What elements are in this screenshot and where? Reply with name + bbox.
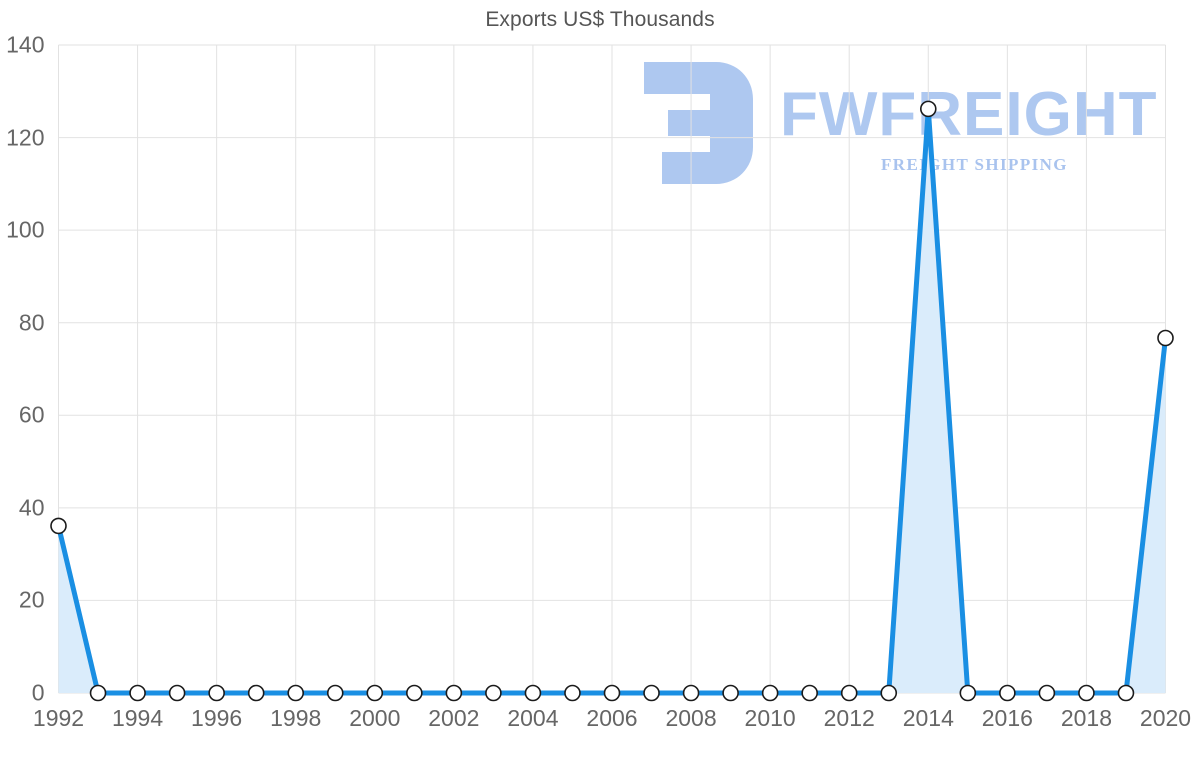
x-axis-tick-label: 2014 — [902, 705, 954, 731]
data-point-marker[interactable] — [1157, 329, 1174, 347]
x-axis-tick-label: 2012 — [823, 705, 875, 731]
y-axis-tick-label: 20 — [18, 586, 45, 613]
x-axis-tick-label: 2020 — [1139, 705, 1192, 731]
grid-lines — [58, 44, 1166, 694]
data-point-marker[interactable] — [1038, 684, 1056, 702]
data-point-marker[interactable] — [643, 684, 660, 702]
data-point-marker[interactable] — [722, 684, 739, 702]
data-point-marker[interactable] — [445, 684, 463, 702]
data-point-marker[interactable] — [1117, 684, 1135, 702]
data-markers — [50, 100, 1174, 702]
x-axis-tick-label: 1994 — [111, 705, 164, 731]
data-point-marker[interactable] — [89, 684, 107, 702]
data-point-marker[interactable] — [326, 684, 344, 702]
data-point-marker[interactable] — [999, 684, 1016, 702]
x-axis-tick-label: 2016 — [981, 705, 1033, 731]
x-axis-tick-label: 2010 — [744, 705, 796, 731]
data-point-marker[interactable] — [50, 517, 67, 535]
data-point-marker[interactable] — [168, 684, 186, 702]
data-point-marker[interactable] — [406, 684, 423, 702]
y-axis-tick-label: 100 — [6, 216, 45, 243]
y-axis-tick-label: 80 — [18, 309, 45, 336]
y-axis-tick-label: 40 — [18, 494, 45, 521]
x-axis-tick-label: 2006 — [586, 705, 638, 731]
y-axis-tick-label: 60 — [18, 401, 45, 428]
data-point-marker[interactable] — [564, 684, 581, 702]
data-point-marker[interactable] — [1078, 684, 1095, 702]
x-axis-tick-label: 1992 — [32, 705, 85, 731]
x-axis-tick-label: 2018 — [1060, 705, 1113, 731]
y-axis-tick-label: 120 — [6, 124, 45, 151]
data-point-marker[interactable] — [840, 684, 858, 702]
x-axis-tick-label: 1998 — [270, 705, 322, 731]
data-point-marker[interactable] — [208, 684, 225, 702]
data-point-marker[interactable] — [247, 684, 265, 702]
data-point-marker[interactable] — [485, 684, 502, 702]
x-axis-tick-label: 2002 — [428, 705, 480, 731]
data-point-marker[interactable] — [603, 684, 621, 702]
x-axis-tick-label: 2000 — [349, 705, 401, 731]
x-axis-tick-label: 2008 — [665, 705, 717, 731]
data-point-marker[interactable] — [366, 684, 384, 702]
x-axis-tick-label: 2004 — [507, 705, 559, 731]
area-fill — [58, 108, 1166, 694]
y-axis-tick-label: 140 — [6, 31, 45, 58]
data-point-marker[interactable] — [801, 684, 818, 702]
data-point-marker[interactable] — [959, 684, 977, 702]
x-axis-tick-label: 1996 — [191, 705, 243, 731]
data-point-marker[interactable] — [919, 100, 937, 118]
data-point-marker[interactable] — [761, 684, 779, 702]
data-point-marker[interactable] — [287, 684, 305, 702]
data-point-marker[interactable] — [880, 684, 898, 702]
data-point-marker[interactable] — [682, 684, 700, 702]
data-point-marker[interactable] — [129, 684, 146, 702]
y-axis-tick-label: 0 — [31, 679, 45, 706]
data-point-marker[interactable] — [524, 684, 542, 702]
chart-title: Exports US$ Thousands — [485, 8, 715, 31]
